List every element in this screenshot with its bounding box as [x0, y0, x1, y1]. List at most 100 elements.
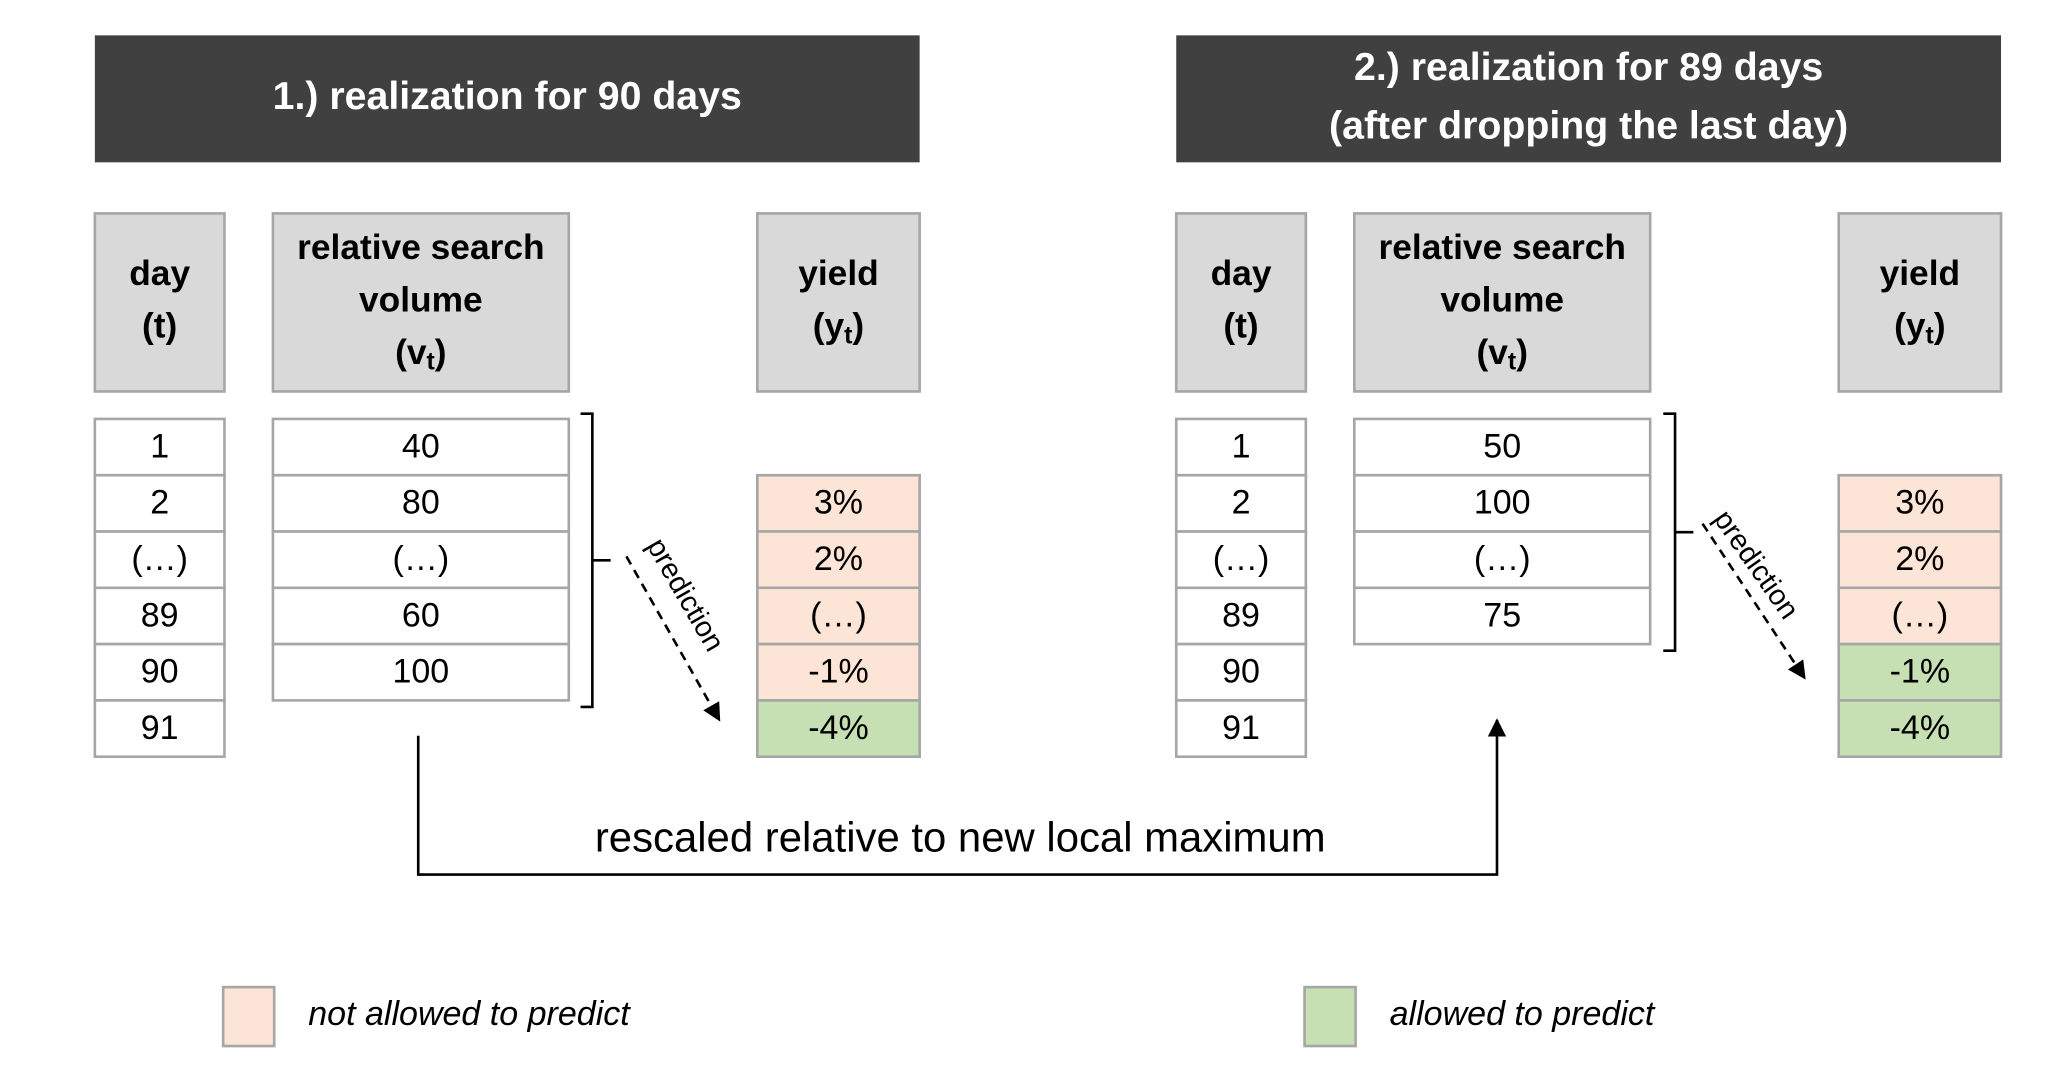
- column-header: [271, 212, 571, 393]
- cell-text: 60: [402, 596, 440, 634]
- cell: [755, 642, 921, 702]
- cell: [755, 699, 921, 759]
- column-header: [93, 212, 226, 393]
- header-text: volume: [359, 281, 483, 320]
- column-header: [755, 212, 921, 393]
- cell-text: 89: [1222, 596, 1260, 634]
- column-header: [1352, 212, 1652, 393]
- cell-text: (…): [1892, 596, 1949, 634]
- cell-text: 91: [1222, 709, 1260, 747]
- header-segment: (y: [1894, 307, 1926, 346]
- header-text: relative search: [297, 228, 544, 267]
- header-segment: (t): [142, 307, 177, 346]
- column-header: [1837, 212, 2003, 393]
- cell-text: 2%: [814, 540, 863, 578]
- header-text: (vt): [395, 333, 446, 375]
- cell-text: 80: [402, 484, 440, 522]
- cell-text: 40: [402, 427, 440, 465]
- header-segment: day: [129, 255, 190, 294]
- cell: [1174, 530, 1308, 590]
- cell-text: 3%: [1895, 484, 1944, 522]
- header-segment: t: [1926, 321, 1934, 349]
- cell-text: (…): [1213, 540, 1270, 578]
- bracket: [580, 412, 594, 709]
- header-text: volume: [1440, 281, 1564, 320]
- panel-title: 1.) realization for 90 days: [273, 74, 742, 118]
- prediction-label: prediction: [640, 533, 730, 657]
- cell: [1174, 586, 1308, 646]
- header-segment: day: [1211, 255, 1272, 294]
- cell-text: 50: [1483, 427, 1521, 465]
- header-text: yield: [798, 255, 879, 294]
- cell: [755, 530, 921, 590]
- header-segment: (y: [813, 307, 845, 346]
- cell-text: (…): [131, 540, 188, 578]
- header-text: (vt): [1476, 333, 1527, 375]
- rescale-label: rescaled relative to new local maximum: [595, 814, 1326, 861]
- legend-label: not allowed to predict: [308, 995, 631, 1033]
- header-text: day: [1211, 255, 1272, 294]
- cell-text: -1%: [1890, 653, 1951, 691]
- cell: [755, 586, 921, 646]
- header-segment: volume: [1440, 281, 1564, 320]
- legend-swatch: [1303, 985, 1357, 1048]
- header-segment: yield: [1880, 255, 1961, 294]
- cell-text: 1: [150, 427, 169, 465]
- cell-text: 3%: [814, 484, 863, 522]
- cell: [93, 417, 226, 477]
- cell-text: 100: [1474, 484, 1531, 522]
- cell: [1174, 699, 1308, 759]
- legend-swatch: [221, 985, 276, 1048]
- header-text: relative search: [1378, 228, 1625, 267]
- cell-text: 90: [141, 653, 179, 691]
- header-text: day: [129, 255, 190, 294]
- panel-title: 2.) realization for 89 days: [1354, 45, 1823, 89]
- cell-text: 91: [141, 709, 179, 747]
- legend-label: allowed to predict: [1390, 995, 1656, 1033]
- header-segment: relative search: [297, 228, 544, 267]
- cell-text: 2: [1232, 484, 1251, 522]
- cell: [1352, 586, 1652, 646]
- header-segment: ): [1516, 333, 1528, 372]
- cell: [93, 699, 226, 759]
- header-segment: t: [427, 347, 435, 375]
- cell: [1174, 473, 1308, 533]
- title-box: [1176, 35, 2002, 163]
- header-text: (t): [1223, 307, 1258, 346]
- header-segment: volume: [359, 281, 483, 320]
- cell: [1352, 417, 1652, 477]
- cell-text: 75: [1483, 596, 1521, 634]
- cell-text: 90: [1222, 653, 1260, 691]
- prediction-label: prediction: [1707, 504, 1805, 625]
- cell-text: 100: [392, 653, 449, 691]
- header-segment: (t): [1223, 307, 1258, 346]
- column-header: [1174, 212, 1308, 393]
- header-segment: relative search: [1378, 228, 1625, 267]
- cell: [1837, 473, 2003, 533]
- cell: [1352, 530, 1652, 590]
- bracket: [1663, 412, 1677, 652]
- cell-text: -4%: [1890, 709, 1951, 747]
- cell: [1837, 699, 2003, 759]
- header-text: yield: [1880, 255, 1961, 294]
- cell-text: 2%: [1895, 540, 1944, 578]
- header-segment: t: [844, 321, 852, 349]
- cell-text: (…): [393, 540, 450, 578]
- header-segment: (v: [395, 333, 427, 372]
- cell-text: 2: [150, 484, 169, 522]
- cell: [271, 586, 571, 646]
- panel-title: (after dropping the last day): [1329, 104, 1848, 148]
- rescale-arrow: [416, 718, 1507, 876]
- cell-text: (…): [1474, 540, 1531, 578]
- header-segment: yield: [798, 255, 879, 294]
- cell: [271, 473, 571, 533]
- cell: [1837, 642, 2003, 702]
- header-segment: t: [1508, 347, 1516, 375]
- header-text: (yt): [1894, 307, 1945, 349]
- cell: [93, 642, 226, 702]
- cell-text: -4%: [808, 709, 869, 747]
- header-segment: (v: [1476, 333, 1508, 372]
- cell-text: 1: [1232, 427, 1251, 465]
- cell: [1174, 417, 1308, 477]
